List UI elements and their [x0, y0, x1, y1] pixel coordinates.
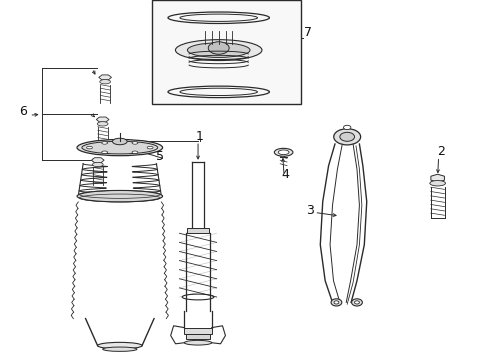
- Polygon shape: [430, 174, 444, 182]
- Text: 5: 5: [156, 150, 164, 163]
- Ellipse shape: [102, 347, 137, 351]
- Ellipse shape: [343, 125, 350, 130]
- Ellipse shape: [112, 138, 127, 145]
- Bar: [186, 334, 209, 339]
- Ellipse shape: [175, 40, 262, 60]
- Ellipse shape: [330, 299, 341, 306]
- Bar: [184, 328, 211, 334]
- Ellipse shape: [351, 299, 362, 306]
- Text: 3: 3: [305, 204, 313, 217]
- Ellipse shape: [187, 43, 249, 58]
- Ellipse shape: [184, 341, 211, 345]
- Polygon shape: [99, 75, 111, 80]
- Polygon shape: [91, 158, 104, 163]
- Ellipse shape: [77, 139, 162, 156]
- Polygon shape: [96, 117, 109, 122]
- Ellipse shape: [100, 80, 110, 84]
- Text: 1: 1: [195, 130, 203, 143]
- Ellipse shape: [278, 150, 288, 155]
- Ellipse shape: [339, 132, 354, 141]
- Ellipse shape: [86, 146, 92, 149]
- Ellipse shape: [77, 190, 162, 202]
- Ellipse shape: [97, 122, 108, 126]
- Ellipse shape: [102, 151, 107, 153]
- Ellipse shape: [81, 141, 157, 154]
- Text: 7: 7: [304, 26, 311, 39]
- Ellipse shape: [274, 148, 292, 156]
- Text: 2: 2: [436, 145, 444, 158]
- Ellipse shape: [333, 301, 338, 304]
- Text: 4: 4: [281, 168, 289, 181]
- Ellipse shape: [147, 146, 153, 149]
- Ellipse shape: [132, 151, 138, 153]
- Ellipse shape: [429, 181, 445, 186]
- Ellipse shape: [132, 142, 138, 144]
- Text: 6: 6: [20, 105, 27, 118]
- Ellipse shape: [333, 129, 360, 145]
- Ellipse shape: [102, 142, 107, 144]
- Ellipse shape: [92, 162, 103, 167]
- Ellipse shape: [208, 42, 229, 54]
- Bar: [151, 0, 300, 104]
- Bar: [187, 228, 208, 233]
- Ellipse shape: [354, 301, 359, 304]
- Ellipse shape: [97, 342, 142, 349]
